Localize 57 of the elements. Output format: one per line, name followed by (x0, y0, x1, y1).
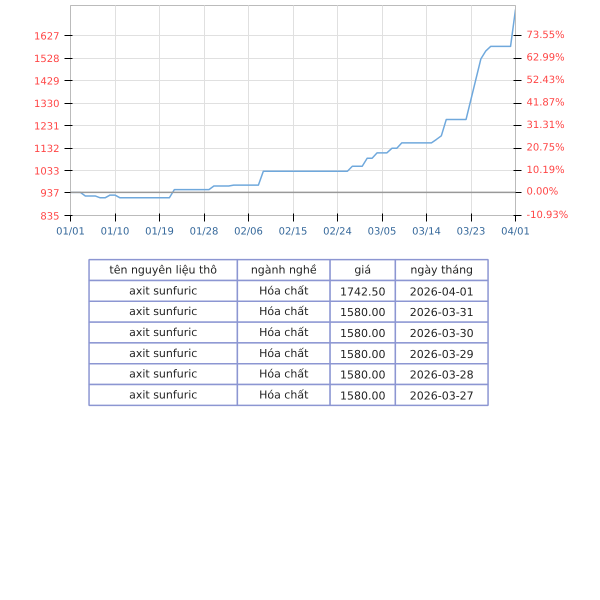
y-tick-label: 1132 (34, 144, 60, 156)
text: Hóa chất (259, 388, 310, 402)
y2-tick-label: -10.93% (526, 210, 568, 221)
x-tick-label: 03/14 (412, 226, 441, 238)
x-tick-label: 01/01 (56, 226, 85, 238)
text: axit sunfuric (129, 284, 198, 298)
text: 2026-03-30 (410, 327, 474, 340)
text: axit sunfuric (129, 305, 198, 318)
text: axit sunfuric (129, 326, 198, 339)
text: 2026-03-29 (410, 348, 474, 361)
y2-tick-label: 20.75% (526, 142, 565, 154)
x-tick-label: 02/06 (234, 226, 263, 238)
y2-tick-label: 73.55% (526, 30, 565, 42)
text: Hóa chất (259, 284, 310, 298)
text: axit sunfuric (129, 346, 198, 360)
y-tick-label: 1330 (34, 99, 60, 110)
y-tick-label: 1627 (34, 32, 60, 43)
x-tick-label: 02/15 (278, 226, 308, 238)
text: 1580.00 (340, 368, 386, 382)
text: axit sunfuric (129, 368, 198, 381)
text: 1580.00 (340, 348, 386, 361)
text: Hóa chất (259, 346, 310, 360)
text: giá (354, 264, 372, 277)
y2-tick-label: 62.99% (526, 52, 565, 64)
text: Hóa chất (259, 368, 310, 381)
y-tick-label: 1033 (34, 166, 60, 178)
x-tick-label: 04/01 (501, 226, 530, 238)
text: Hóa chất (259, 326, 310, 339)
text: 2026-03-28 (410, 368, 474, 382)
y2-tick-label: 31.31% (526, 120, 565, 132)
text: 1580.00 (340, 389, 386, 402)
x-tick-label: 03/23 (456, 226, 486, 238)
y-tick-label: 937 (40, 188, 60, 200)
text: 2026-03-27 (410, 389, 474, 402)
y-tick-label: 1429 (34, 76, 60, 88)
y2-tick-label: 52.43% (526, 75, 565, 86)
y-tick-label: 1231 (34, 122, 60, 133)
text: ngày tháng (410, 264, 474, 277)
y-tick-label: 835 (40, 212, 60, 222)
x-tick-label: 01/19 (145, 226, 174, 238)
text: ngành nghề (250, 264, 317, 277)
y2-tick-label: 0.00% (526, 186, 558, 198)
text: 2026-04-01 (410, 285, 474, 298)
text: 1580.00 (340, 327, 386, 340)
text: 2026-03-31 (410, 306, 474, 320)
text: 1580.00 (340, 306, 386, 320)
text: 1742.50 (340, 285, 386, 298)
y2-tick-label: 41.87% (526, 98, 565, 109)
text: axit sunfuric (129, 388, 198, 402)
text: tên nguyên liệu thô (109, 264, 218, 277)
text: Hóa chất (259, 305, 310, 318)
x-tick-label: 02/24 (323, 226, 352, 238)
y-tick-label: 1528 (34, 54, 60, 66)
x-tick-label: 03/05 (368, 226, 396, 238)
y2-tick-label: 10.19% (526, 165, 565, 176)
x-tick-label: 01/10 (100, 226, 130, 238)
x-tick-label: 01/28 (190, 226, 218, 238)
